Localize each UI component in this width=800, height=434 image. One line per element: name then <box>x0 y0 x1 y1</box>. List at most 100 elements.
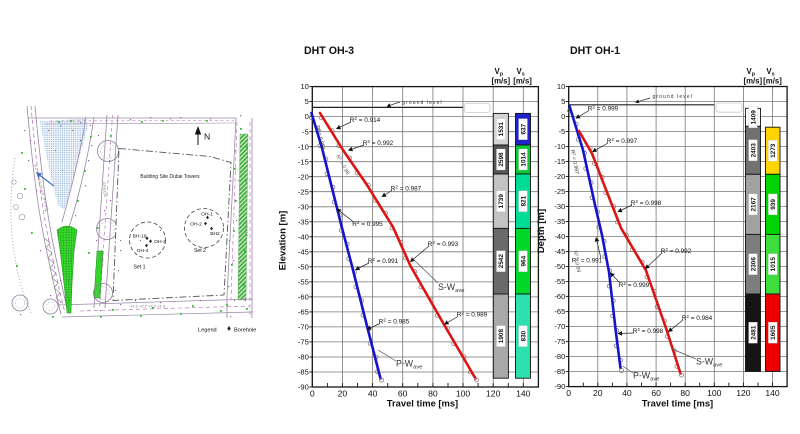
svg-text:-30: -30 <box>554 202 565 211</box>
svg-text:-75: -75 <box>298 338 309 347</box>
svg-text:R2 = 0.914: R2 = 0.914 <box>350 116 381 124</box>
svg-text:R2 = 0.993: R2 = 0.993 <box>428 240 459 248</box>
svg-text:R2 = 0.991: R2 = 0.991 <box>572 257 603 265</box>
svg-text:ground level: ground level <box>652 94 692 100</box>
svg-text:Vs: Vs <box>766 67 774 78</box>
svg-text:Vp: Vp <box>747 67 756 78</box>
svg-text:-45: -45 <box>298 247 309 256</box>
svg-text:1531: 1531 <box>498 122 505 137</box>
svg-text:-85: -85 <box>298 368 309 377</box>
svg-text:-55: -55 <box>554 277 565 286</box>
svg-text:120: 120 <box>486 389 501 399</box>
svg-text:1014: 1014 <box>520 152 527 167</box>
svg-text:[m/s]: [m/s] <box>513 77 532 86</box>
svg-text:-70: -70 <box>554 322 565 331</box>
svg-text:+7.2 +2.7 +7.2 +7.2: +7.2 +2.7 +7.2 +7.2 <box>130 304 166 309</box>
svg-text:R2 = 0.999: R2 = 0.999 <box>588 105 619 113</box>
svg-text:-20: -20 <box>554 172 565 181</box>
svg-text:R2 = 0.997: R2 = 0.997 <box>569 149 580 175</box>
svg-text:OH-4: OH-4 <box>137 248 149 254</box>
svg-text:BH-19: BH-19 <box>133 233 147 239</box>
svg-text:S-Wave: S-Wave <box>696 357 722 369</box>
svg-text:830: 830 <box>520 330 527 341</box>
svg-text:2403: 2403 <box>750 143 757 158</box>
svg-text:821: 821 <box>520 195 527 206</box>
svg-text:OH-3: OH-3 <box>154 239 166 245</box>
svg-text:N: N <box>204 132 210 142</box>
svg-text:40: 40 <box>368 389 378 399</box>
svg-text:140: 140 <box>516 389 531 399</box>
svg-text:-80: -80 <box>298 353 309 362</box>
svg-text:-75: -75 <box>554 337 565 346</box>
svg-text:Travel time [ms]: Travel time [ms] <box>387 398 458 409</box>
svg-text:140: 140 <box>765 388 780 398</box>
svg-text:-90: -90 <box>298 383 309 392</box>
svg-text:-65: -65 <box>554 307 565 316</box>
svg-text:10: 10 <box>300 82 308 91</box>
svg-text:[m/s]: [m/s] <box>743 77 762 86</box>
svg-text:DHT OH-1: DHT OH-1 <box>570 45 620 57</box>
svg-text:ground level: ground level <box>402 100 442 106</box>
svg-text:0: 0 <box>566 388 571 398</box>
svg-text:-65: -65 <box>298 308 309 317</box>
svg-text:2167: 2167 <box>750 197 757 212</box>
svg-text:Building Site Dubai Towers: Building Site Dubai Towers <box>140 174 200 180</box>
svg-text:1273: 1273 <box>770 143 777 158</box>
svg-text:60: 60 <box>398 389 408 399</box>
svg-text:-35: -35 <box>554 217 565 226</box>
svg-text:-10: -10 <box>554 142 565 151</box>
svg-text:-55: -55 <box>298 278 309 287</box>
svg-text:-5: -5 <box>302 127 309 136</box>
svg-text:80: 80 <box>428 389 438 399</box>
svg-text:R2 = 0.987: R2 = 0.987 <box>391 185 422 193</box>
svg-text:Set 1: Set 1 <box>133 264 145 270</box>
svg-text:40: 40 <box>622 388 632 398</box>
svg-text:P-Wave: P-Wave <box>633 371 659 383</box>
svg-text:Travel time [ms]: Travel time [ms] <box>642 397 713 408</box>
svg-text:120: 120 <box>736 388 751 398</box>
svg-text:-20: -20 <box>298 172 309 181</box>
svg-text:R2 = 0.992: R2 = 0.992 <box>363 139 394 147</box>
svg-text:-70: -70 <box>298 323 309 332</box>
svg-text:DHT OH-3: DHT OH-3 <box>304 45 354 57</box>
svg-text:R2 = 0.998: R2 = 0.998 <box>631 199 662 207</box>
svg-text:R2 = 0.989: R2 = 0.989 <box>457 311 488 319</box>
svg-text:BH2: BH2 <box>210 231 220 237</box>
svg-text:-60: -60 <box>298 293 309 302</box>
svg-text:Borehole: Borehole <box>234 328 256 334</box>
svg-text:1409: 1409 <box>750 110 757 125</box>
svg-text:GREEN: GREEN <box>99 250 104 266</box>
svg-text:OH-1: OH-1 <box>201 211 213 217</box>
svg-text:2481: 2481 <box>750 325 757 340</box>
svg-text:939: 939 <box>770 199 777 210</box>
svg-text:R2 = 0.985: R2 = 0.985 <box>379 318 410 326</box>
svg-text:-15: -15 <box>298 157 309 166</box>
svg-text:STREET: STREET <box>244 220 249 238</box>
svg-text:0: 0 <box>561 112 565 121</box>
svg-text:-15: -15 <box>554 157 565 166</box>
svg-text:1739: 1739 <box>498 194 505 209</box>
svg-text:-50: -50 <box>554 262 565 271</box>
svg-text:100: 100 <box>456 389 471 399</box>
svg-text:1908: 1908 <box>498 329 505 344</box>
svg-text:-60: -60 <box>554 292 565 301</box>
svg-text:Vp: Vp <box>495 67 504 78</box>
svg-text:-40: -40 <box>554 232 565 241</box>
svg-text:R2 = 0.992: R2 = 0.992 <box>661 247 692 255</box>
svg-text:R2 = 0.991: R2 = 0.991 <box>368 257 399 265</box>
svg-text:0: 0 <box>305 112 309 121</box>
svg-text:[m/s]: [m/s] <box>763 77 782 86</box>
svg-text:-10: -10 <box>298 142 309 151</box>
svg-text:20: 20 <box>593 388 603 398</box>
svg-text:-50: -50 <box>298 262 309 271</box>
svg-text:-90: -90 <box>554 382 565 391</box>
svg-text:60: 60 <box>651 388 661 398</box>
svg-text:Legend: Legend <box>198 328 217 334</box>
svg-text:R2 = 0.995: R2 = 0.995 <box>352 220 383 228</box>
svg-text:2306: 2306 <box>750 257 757 272</box>
svg-text:S-Wave: S-Wave <box>438 282 464 294</box>
svg-text:5: 5 <box>305 97 309 106</box>
svg-text:[m/s]: [m/s] <box>491 77 510 86</box>
svg-text:R2 = 0.999: R2 = 0.999 <box>619 281 650 289</box>
svg-text:-25: -25 <box>298 187 309 196</box>
